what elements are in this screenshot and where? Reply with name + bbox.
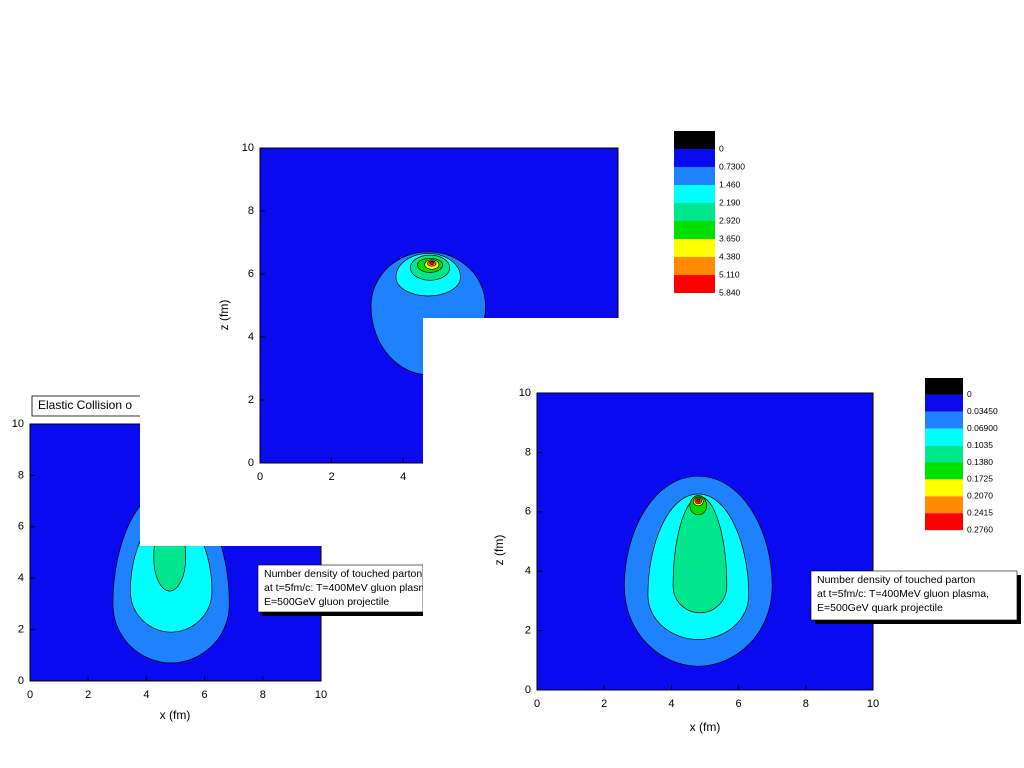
legend-swatch xyxy=(674,221,715,239)
legend-label: 0 xyxy=(967,389,972,399)
legend-label: 0 xyxy=(719,143,724,153)
legend-swatch xyxy=(674,167,715,185)
annotation-box xyxy=(810,570,1018,621)
y-axis-label: z (fm) xyxy=(217,300,231,331)
y-tick-label: 8 xyxy=(248,205,254,217)
y-tick-label: 0 xyxy=(248,457,254,469)
legend-swatch xyxy=(925,513,963,531)
legend-swatch xyxy=(925,496,963,514)
y-tick-label: 6 xyxy=(525,506,531,518)
legend-swatch xyxy=(925,411,963,429)
legend-label: 0.06900 xyxy=(967,423,998,433)
legend-swatch xyxy=(674,239,715,257)
x-tick-label: 2 xyxy=(85,689,91,701)
legend-label: 1.460 xyxy=(719,179,741,189)
legend-swatch xyxy=(674,149,715,167)
legend-label: 0.7300 xyxy=(719,161,745,171)
x-tick-label: 4 xyxy=(143,689,149,701)
y-tick-label: 6 xyxy=(248,268,254,280)
legend-swatch xyxy=(925,378,963,395)
y-tick-label: 2 xyxy=(248,394,254,406)
x-tick-label: 2 xyxy=(601,698,607,710)
y-tick-label: 0 xyxy=(525,684,531,696)
y-tick-label: 4 xyxy=(18,572,24,584)
title: Elastic Collision o xyxy=(38,398,132,412)
y-tick-label: 0 xyxy=(18,675,24,687)
x-tick-label: 4 xyxy=(400,471,406,483)
legend-swatch xyxy=(674,257,715,275)
contour-region xyxy=(672,496,728,614)
x-tick-label: 6 xyxy=(736,698,742,710)
legend-label: 0.1035 xyxy=(967,440,993,450)
legend-label: 5.840 xyxy=(719,287,741,297)
legend-swatch xyxy=(674,131,715,149)
annotation-line: at t=5fm/c: T=400MeV gluon plasma xyxy=(264,582,433,594)
x-axis-label: x (fm) xyxy=(690,720,721,734)
y-tick-label: 8 xyxy=(525,446,531,458)
y-axis-label: z (fm) xyxy=(492,535,506,566)
contour-region xyxy=(696,498,701,503)
x-tick-label: 2 xyxy=(329,471,335,483)
y-tick-label: 6 xyxy=(18,521,24,533)
legend-label: 3.650 xyxy=(719,233,741,243)
legend-label: 0.1725 xyxy=(967,474,993,484)
legend-label: 0.2415 xyxy=(967,507,993,517)
legend-swatch xyxy=(674,275,715,293)
annotation-line: E=500GeV gluon projectile xyxy=(264,596,389,608)
x-tick-label: 8 xyxy=(803,698,809,710)
plot-frame xyxy=(536,392,874,691)
legend-label: 0.2760 xyxy=(967,524,993,534)
legend-label: 0.1380 xyxy=(967,457,993,467)
y-tick-label: 2 xyxy=(18,624,24,636)
legend-swatch xyxy=(925,394,963,412)
legend-label: 2.920 xyxy=(719,215,741,225)
annotation-line: Number density of touched parton xyxy=(817,574,975,586)
x-tick-label: 0 xyxy=(27,689,33,701)
legend-swatch xyxy=(674,203,715,221)
y-tick-label: 4 xyxy=(248,331,254,343)
annotation-line: at t=5fm/c: T=400MeV gluon plasma, xyxy=(817,588,989,600)
legend-swatch xyxy=(925,445,963,463)
x-tick-label: 6 xyxy=(202,689,208,701)
legend-label: 4.380 xyxy=(719,251,741,261)
x-tick-label: 4 xyxy=(668,698,674,710)
y-tick-label: 10 xyxy=(519,387,531,399)
legend-label: 5.110 xyxy=(719,269,740,279)
y-tick-label: 10 xyxy=(12,418,24,430)
x-tick-label: 8 xyxy=(260,689,266,701)
legend-swatch xyxy=(925,428,963,446)
x-tick-label: 0 xyxy=(257,471,263,483)
legend-swatch xyxy=(925,479,963,497)
annotation-line: E=500GeV quark projectile xyxy=(817,602,943,614)
annotation-line: Number density of touched parton xyxy=(264,568,422,580)
y-tick-label: 10 xyxy=(242,142,254,154)
legend-swatch xyxy=(674,185,715,203)
x-tick-label: 10 xyxy=(867,698,879,710)
contours xyxy=(624,475,773,667)
y-tick-label: 2 xyxy=(525,625,531,637)
x-tick-label: 0 xyxy=(534,698,540,710)
annotation-box xyxy=(257,564,424,613)
x-axis-label: x (fm) xyxy=(160,708,191,722)
contour-region xyxy=(429,261,435,265)
legend-label: 0.2070 xyxy=(967,491,993,501)
y-tick-label: 8 xyxy=(18,469,24,481)
legend-label: 0.03450 xyxy=(967,406,998,416)
legend-label: 2.190 xyxy=(719,197,741,207)
legend-swatch xyxy=(925,462,963,480)
x-tick-label: 10 xyxy=(315,689,327,701)
y-tick-label: 4 xyxy=(525,565,531,577)
